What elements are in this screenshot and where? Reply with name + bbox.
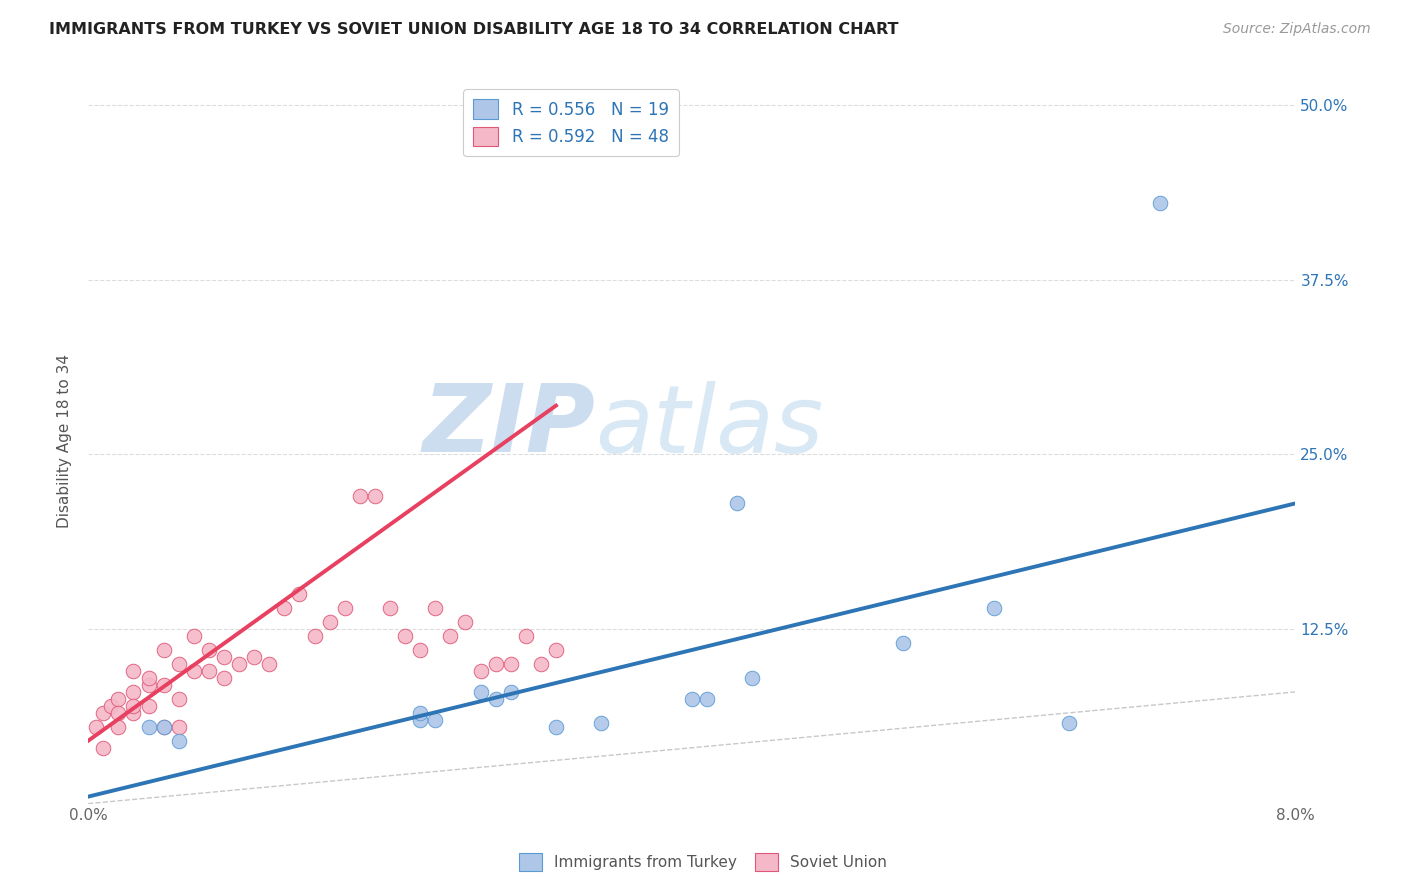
Point bbox=[273, 601, 295, 615]
Point bbox=[1149, 196, 1171, 211]
Point bbox=[515, 629, 537, 643]
Point bbox=[425, 601, 447, 615]
Legend: Immigrants from Turkey, Soviet Union: Immigrants from Turkey, Soviet Union bbox=[513, 847, 893, 877]
Point bbox=[439, 629, 461, 643]
Point bbox=[681, 691, 703, 706]
Point bbox=[530, 657, 553, 671]
Point bbox=[228, 657, 250, 671]
Point bbox=[100, 698, 122, 713]
Point bbox=[891, 636, 914, 650]
Point bbox=[1057, 715, 1080, 730]
Point bbox=[122, 706, 145, 720]
Point bbox=[544, 643, 567, 657]
Point bbox=[304, 629, 326, 643]
Point bbox=[152, 678, 174, 692]
Point bbox=[167, 720, 190, 734]
Point bbox=[84, 720, 107, 734]
Point bbox=[288, 587, 311, 601]
Point bbox=[333, 601, 356, 615]
Point bbox=[741, 671, 763, 685]
Legend: R = 0.556   N = 19, R = 0.592   N = 48: R = 0.556 N = 19, R = 0.592 N = 48 bbox=[464, 89, 679, 156]
Point bbox=[167, 733, 190, 747]
Point bbox=[349, 489, 371, 503]
Point bbox=[409, 706, 432, 720]
Point bbox=[485, 657, 508, 671]
Point bbox=[152, 720, 174, 734]
Point bbox=[485, 691, 508, 706]
Point bbox=[378, 601, 401, 615]
Point bbox=[394, 629, 416, 643]
Point bbox=[425, 713, 447, 727]
Point bbox=[499, 685, 522, 699]
Point bbox=[138, 720, 160, 734]
Point bbox=[91, 740, 114, 755]
Point bbox=[107, 720, 129, 734]
Point bbox=[107, 691, 129, 706]
Point bbox=[152, 643, 174, 657]
Point bbox=[409, 713, 432, 727]
Point bbox=[122, 685, 145, 699]
Point bbox=[454, 615, 477, 629]
Point bbox=[122, 664, 145, 678]
Point bbox=[152, 720, 174, 734]
Point bbox=[257, 657, 280, 671]
Point bbox=[364, 489, 387, 503]
Point bbox=[167, 691, 190, 706]
Point bbox=[138, 698, 160, 713]
Point bbox=[409, 643, 432, 657]
Point bbox=[544, 720, 567, 734]
Point bbox=[696, 691, 718, 706]
Point bbox=[91, 706, 114, 720]
Point bbox=[138, 678, 160, 692]
Point bbox=[470, 664, 492, 678]
Point bbox=[198, 643, 221, 657]
Y-axis label: Disability Age 18 to 34: Disability Age 18 to 34 bbox=[58, 353, 72, 527]
Text: Source: ZipAtlas.com: Source: ZipAtlas.com bbox=[1223, 22, 1371, 37]
Point bbox=[107, 706, 129, 720]
Point bbox=[183, 664, 205, 678]
Point bbox=[318, 615, 340, 629]
Point bbox=[212, 650, 235, 665]
Text: ZIP: ZIP bbox=[422, 380, 595, 472]
Point bbox=[167, 657, 190, 671]
Point bbox=[725, 496, 748, 510]
Point bbox=[198, 664, 221, 678]
Point bbox=[499, 657, 522, 671]
Point bbox=[591, 715, 613, 730]
Point bbox=[470, 685, 492, 699]
Point bbox=[138, 671, 160, 685]
Text: IMMIGRANTS FROM TURKEY VS SOVIET UNION DISABILITY AGE 18 TO 34 CORRELATION CHART: IMMIGRANTS FROM TURKEY VS SOVIET UNION D… bbox=[49, 22, 898, 37]
Point bbox=[983, 601, 1005, 615]
Point bbox=[183, 629, 205, 643]
Point bbox=[122, 698, 145, 713]
Point bbox=[243, 650, 266, 665]
Point bbox=[212, 671, 235, 685]
Text: atlas: atlas bbox=[595, 381, 824, 472]
